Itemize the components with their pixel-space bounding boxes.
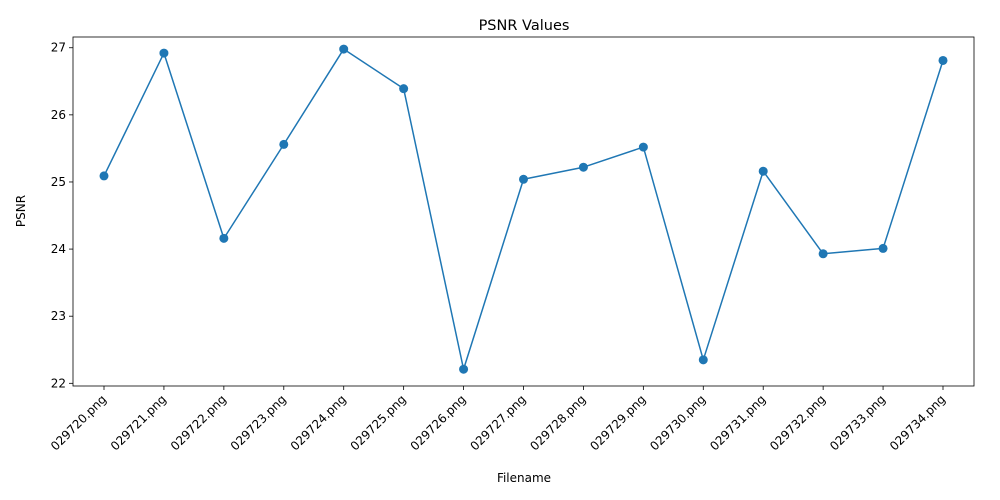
y-tick-label: 26 [51,108,66,122]
data-point [99,171,109,181]
data-point [818,249,828,259]
data-point [578,162,588,172]
y-tick-label: 24 [51,242,66,256]
data-point [938,55,948,65]
x-axis-title: Filename [497,471,551,485]
data-point [159,48,169,58]
y-tick-label: 25 [51,175,66,189]
data-point [459,364,469,374]
data-point [878,243,888,253]
data-point [399,84,409,94]
data-point [758,166,768,176]
y-axis: 22 23 24 25 26 27 [51,41,73,390]
series-layer [99,44,948,374]
data-point [519,174,528,184]
data-point [698,355,708,365]
data-point [219,233,229,243]
y-tick-label: 22 [51,376,66,390]
y-axis-title: PSNR [14,195,28,227]
data-point [638,142,648,152]
y-tick-label: 27 [51,41,66,55]
y-tick-label: 23 [51,309,66,323]
chart-title: PSNR Values [479,18,570,34]
data-point [279,139,289,149]
data-point [339,44,349,54]
